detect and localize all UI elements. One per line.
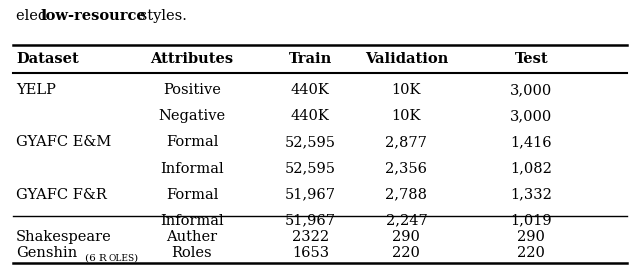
Text: 220: 220 bbox=[392, 246, 420, 261]
Text: 51,967: 51,967 bbox=[285, 213, 336, 228]
Text: styles.: styles. bbox=[135, 9, 187, 24]
Text: 52,595: 52,595 bbox=[285, 135, 336, 150]
Text: 2,877: 2,877 bbox=[385, 135, 428, 150]
Text: Informal: Informal bbox=[160, 213, 224, 228]
Text: 220: 220 bbox=[517, 246, 545, 261]
Text: 51,967: 51,967 bbox=[285, 187, 336, 202]
Text: Roles: Roles bbox=[172, 246, 212, 261]
Text: GYAFC E&M: GYAFC E&M bbox=[16, 135, 111, 150]
Text: eled: eled bbox=[16, 9, 52, 24]
Text: Train: Train bbox=[289, 52, 332, 66]
Text: 3,000: 3,000 bbox=[510, 83, 552, 98]
Text: Informal: Informal bbox=[160, 161, 224, 176]
Text: 1,332: 1,332 bbox=[510, 187, 552, 202]
Text: 2322: 2322 bbox=[292, 230, 329, 244]
Text: Negative: Negative bbox=[159, 109, 225, 124]
Text: ): ) bbox=[133, 254, 137, 263]
Text: Validation: Validation bbox=[365, 52, 448, 66]
Text: 10K: 10K bbox=[392, 83, 421, 98]
Text: Dataset: Dataset bbox=[16, 52, 79, 66]
Text: 1653: 1653 bbox=[292, 246, 329, 261]
Text: 290: 290 bbox=[392, 230, 420, 244]
Text: Shakespeare: Shakespeare bbox=[16, 230, 112, 244]
Text: GYAFC F&R: GYAFC F&R bbox=[16, 187, 107, 202]
Text: 290: 290 bbox=[517, 230, 545, 244]
Text: OLES: OLES bbox=[109, 254, 135, 263]
Text: 440K: 440K bbox=[291, 109, 330, 124]
Text: 2,788: 2,788 bbox=[385, 187, 428, 202]
Text: 2,356: 2,356 bbox=[385, 161, 428, 176]
Text: 2,247: 2,247 bbox=[385, 213, 428, 228]
Text: Test: Test bbox=[515, 52, 548, 66]
Text: 3,000: 3,000 bbox=[510, 109, 552, 124]
Text: Auther: Auther bbox=[166, 230, 218, 244]
Text: Formal: Formal bbox=[166, 187, 218, 202]
Text: 1,416: 1,416 bbox=[510, 135, 552, 150]
Text: Genshin: Genshin bbox=[16, 246, 77, 261]
Text: Positive: Positive bbox=[163, 83, 221, 98]
Text: 52,595: 52,595 bbox=[285, 161, 336, 176]
Text: 10K: 10K bbox=[392, 109, 421, 124]
Text: Formal: Formal bbox=[166, 135, 218, 150]
Text: Attributes: Attributes bbox=[150, 52, 234, 66]
Text: 1,082: 1,082 bbox=[510, 161, 552, 176]
Text: 440K: 440K bbox=[291, 83, 330, 98]
Text: YELP: YELP bbox=[16, 83, 56, 98]
Text: low-resource: low-resource bbox=[40, 9, 146, 24]
Text: (6 R: (6 R bbox=[85, 254, 107, 263]
Text: 1,019: 1,019 bbox=[510, 213, 552, 228]
